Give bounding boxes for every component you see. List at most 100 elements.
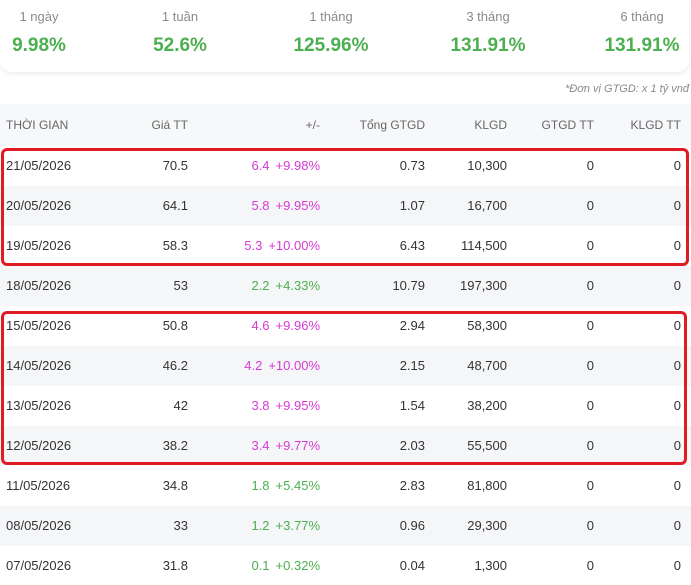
cell-negotiated-value: 0 xyxy=(586,278,594,293)
performance-summary: 1 ngày 9.98% 1 tuần 52.6% 1 tháng 125.96… xyxy=(0,0,689,72)
table-row[interactable]: 07/05/2026 31.8 0.04 1,300 0 0 0.1 +0.32% xyxy=(0,546,691,585)
performance-label: 1 tháng xyxy=(309,9,353,24)
table-row[interactable]: 12/05/2026 38.2 2.03 55,500 0 0 3.4 +9.77% xyxy=(0,426,691,466)
cell-negotiated-volume: 0 xyxy=(673,358,681,373)
change-percent: +4.33% xyxy=(275,278,320,293)
cell-total-value: 6.43 xyxy=(399,238,425,253)
change-percent: +3.77% xyxy=(275,518,320,533)
cell-change: 5.8 +9.95% xyxy=(251,186,320,226)
cell-change: 1.8 +5.45% xyxy=(251,466,320,506)
change-percent: +10.00% xyxy=(268,358,320,373)
cell-price: 38.2 xyxy=(162,438,188,453)
change-percent: +9.95% xyxy=(275,198,320,213)
table-body: 21/05/2026 70.5 0.73 10,300 0 0 6.4 +9.98% 20/05… xyxy=(0,146,691,585)
change-value: 1.8 xyxy=(251,478,270,493)
performance-label: 6 tháng xyxy=(620,9,664,24)
cell-negotiated-volume: 0 xyxy=(673,198,681,213)
cell-price: 53 xyxy=(173,278,188,293)
cell-date: 21/05/2026 xyxy=(6,158,72,173)
cell-change: 0.1 +0.32% xyxy=(251,546,320,585)
change-value: 4.6 xyxy=(251,318,270,333)
cell-price: 31.8 xyxy=(162,558,188,573)
performance-value: 131.91% xyxy=(450,35,526,56)
cell-change: 5.3 +10.00% xyxy=(244,226,320,266)
header-negotiated-value[interactable]: GTGD TT xyxy=(541,118,594,132)
change-value: 4.2 xyxy=(244,358,263,373)
cell-negotiated-value: 0 xyxy=(586,558,594,573)
change-value: 3.4 xyxy=(251,438,270,453)
cell-date: 18/05/2026 xyxy=(6,278,72,293)
cell-change: 4.6 +9.96% xyxy=(251,306,320,346)
table-row[interactable]: 19/05/2026 58.3 6.43 114,500 0 0 5.3 +10.00% xyxy=(0,226,691,266)
table-row[interactable]: 14/05/2026 46.2 2.15 48,700 0 0 4.2 +10.00% xyxy=(0,346,691,386)
change-value: 1.2 xyxy=(251,518,270,533)
cell-volume: 1,300 xyxy=(474,558,507,573)
change-value: 5.3 xyxy=(244,238,263,253)
cell-price: 50.8 xyxy=(162,318,188,333)
cell-negotiated-value: 0 xyxy=(586,478,594,493)
performance-value: 9.98% xyxy=(12,35,66,56)
change-percent: +0.32% xyxy=(275,558,320,573)
cell-negotiated-volume: 0 xyxy=(673,558,681,573)
change-value: 3.8 xyxy=(251,398,270,413)
cell-total-value: 2.83 xyxy=(399,478,425,493)
cell-price: 64.1 xyxy=(162,198,188,213)
header-price[interactable]: Giá TT xyxy=(151,118,188,132)
cell-total-value: 0.73 xyxy=(399,158,425,173)
cell-negotiated-value: 0 xyxy=(586,518,594,533)
cell-date: 11/05/2026 xyxy=(6,478,71,493)
cell-volume: 197,300 xyxy=(460,278,507,293)
table-row[interactable]: 18/05/2026 53 10.79 197,300 0 0 2.2 +4.33% xyxy=(0,266,691,306)
cell-negotiated-volume: 0 xyxy=(673,318,681,333)
change-value: 2.2 xyxy=(251,278,270,293)
cell-change: 2.2 +4.33% xyxy=(251,266,320,306)
table-row[interactable]: 08/05/2026 33 0.96 29,300 0 0 1.2 +3.77% xyxy=(0,506,691,546)
cell-negotiated-value: 0 xyxy=(586,198,594,213)
cell-negotiated-value: 0 xyxy=(586,398,594,413)
cell-volume: 58,300 xyxy=(467,318,507,333)
cell-volume: 29,300 xyxy=(467,518,507,533)
change-percent: +9.96% xyxy=(275,318,320,333)
cell-change: 6.4 +9.98% xyxy=(251,146,320,186)
cell-negotiated-volume: 0 xyxy=(673,238,681,253)
cell-total-value: 10.79 xyxy=(392,278,425,293)
trading-history-table: THỜI GIAN Giá TT +/- Tổng GTGD KLGD GTGD… xyxy=(0,104,691,585)
change-value: 6.4 xyxy=(251,158,270,173)
header-change[interactable]: +/- xyxy=(305,118,320,132)
table-row[interactable]: 13/05/2026 42 1.54 38,200 0 0 3.8 +9.95% xyxy=(0,386,691,426)
cell-volume: 38,200 xyxy=(467,398,507,413)
cell-change: 3.8 +9.95% xyxy=(251,386,320,426)
header-total-value[interactable]: Tổng GTGD xyxy=(359,118,425,132)
cell-price: 58.3 xyxy=(162,238,188,253)
change-percent: +9.98% xyxy=(275,158,320,173)
cell-volume: 48,700 xyxy=(467,358,507,373)
header-volume[interactable]: KLGD xyxy=(474,118,507,132)
cell-date: 13/05/2026 xyxy=(6,398,72,413)
cell-change: 1.2 +3.77% xyxy=(251,506,320,546)
cell-price: 70.5 xyxy=(162,158,188,173)
cell-total-value: 1.07 xyxy=(399,198,425,213)
table-row[interactable]: 15/05/2026 50.8 2.94 58,300 0 0 4.6 +9.96% xyxy=(0,306,691,346)
cell-change: 4.2 +10.00% xyxy=(244,346,320,386)
header-date[interactable]: THỜI GIAN xyxy=(6,118,69,132)
cell-date: 19/05/2026 xyxy=(6,238,72,253)
cell-negotiated-volume: 0 xyxy=(673,518,681,533)
cell-price: 42 xyxy=(173,398,188,413)
cell-volume: 16,700 xyxy=(467,198,507,213)
table-row[interactable]: 20/05/2026 64.1 1.07 16,700 0 0 5.8 +9.95% xyxy=(0,186,691,226)
cell-volume: 10,300 xyxy=(467,158,507,173)
performance-value: 131.91% xyxy=(604,35,680,56)
cell-date: 15/05/2026 xyxy=(6,318,72,333)
cell-negotiated-value: 0 xyxy=(586,358,594,373)
cell-price: 46.2 xyxy=(162,358,188,373)
change-percent: +9.77% xyxy=(275,438,320,453)
performance-label: 1 ngày xyxy=(19,9,59,24)
cell-date: 07/05/2026 xyxy=(6,558,72,573)
table-row[interactable]: 11/05/2026 34.8 2.83 81,800 0 0 1.8 +5.45% xyxy=(0,466,691,506)
header-negotiated-volume[interactable]: KLGD TT xyxy=(630,118,681,132)
table-row[interactable]: 21/05/2026 70.5 0.73 10,300 0 0 6.4 +9.98% xyxy=(0,146,691,186)
cell-negotiated-volume: 0 xyxy=(673,398,681,413)
performance-value: 125.96% xyxy=(293,35,369,56)
performance-label: 1 tuần xyxy=(161,9,199,24)
cell-volume: 114,500 xyxy=(460,238,507,253)
